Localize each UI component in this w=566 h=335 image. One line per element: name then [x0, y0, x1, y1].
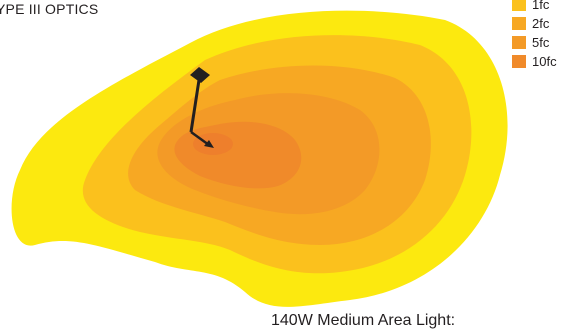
- legend-label: 2fc: [532, 15, 550, 31]
- diagram-title: YPE III OPTICS: [0, 1, 99, 17]
- legend-item-10fc: 10fc: [512, 53, 557, 69]
- legend-swatch: [512, 54, 526, 68]
- luminaire-pole-icon: [189, 67, 210, 133]
- legend-label: 10fc: [532, 53, 557, 69]
- legend-swatch: [512, 16, 526, 30]
- caption: 140W Medium Area Light:: [271, 312, 456, 329]
- legend-item-2fc: 2fc: [512, 15, 550, 31]
- legend-item-5fc: 5fc: [512, 34, 550, 50]
- aim-arrow-icon: [190, 130, 214, 148]
- legend-label: 5fc: [532, 34, 550, 50]
- legend-label: 1fc: [532, 0, 550, 12]
- legend-item-1fc: 1fc: [512, 0, 550, 12]
- hot-spot: [193, 133, 233, 155]
- legend-swatch: [512, 35, 526, 49]
- legend-swatch: [512, 0, 526, 11]
